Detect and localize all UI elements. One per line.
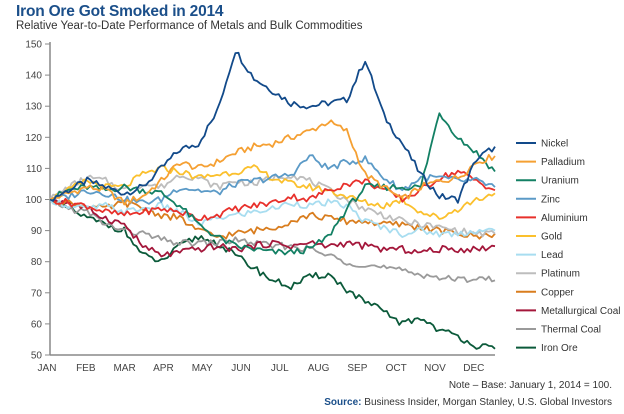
y-tick-label: 60 <box>31 319 43 330</box>
legend-item: Thermal Coal <box>516 325 601 336</box>
legend-item: Zinc <box>516 194 560 205</box>
base-note: Note – Base: January 1, 2014 = 100. <box>448 380 612 391</box>
y-tick-label: 130 <box>25 102 42 113</box>
source-text: Business Insider, Morgan Stanley, U.S. G… <box>361 397 612 408</box>
x-tick-label: MAY <box>192 363 213 374</box>
legend-label: Platinum <box>541 269 580 280</box>
legend-item: Platinum <box>516 269 580 280</box>
series-lines <box>49 51 496 350</box>
x-tick-label: JAN <box>38 363 57 374</box>
legend-item: Aluminium <box>516 213 588 224</box>
legend-item: Palladium <box>516 157 585 168</box>
x-tick-label: JUL <box>271 363 289 374</box>
legend-label: Aluminium <box>541 213 588 224</box>
x-tick-label: OCT <box>386 363 407 374</box>
legend-label: Lead <box>541 250 563 261</box>
series-line-copper <box>49 198 496 240</box>
series-line-uranium <box>49 112 496 256</box>
legend-label: Thermal Coal <box>541 325 601 336</box>
series-line-metallurgical-coal <box>49 198 496 258</box>
y-tick-label: 120 <box>25 133 42 144</box>
legend-label: Palladium <box>541 157 585 168</box>
legend-label: Uranium <box>541 176 579 187</box>
legend-item: Metallurgical Coal <box>516 306 620 317</box>
legend-label: Iron Ore <box>541 343 578 354</box>
x-tick-label: MAR <box>113 363 135 374</box>
legend-item: Nickel <box>516 139 568 150</box>
legend-label: Zinc <box>541 194 560 205</box>
x-tick-label: FEB <box>76 363 96 374</box>
y-tick-label: 100 <box>25 195 42 206</box>
series-line-thermal-coal <box>49 196 496 283</box>
source-label: Source: <box>324 397 362 408</box>
chart-subtitle: Relative Year-to-Date Performance of Met… <box>16 20 363 32</box>
x-tick-label: DEC <box>463 363 484 374</box>
y-tick-label: 70 <box>31 288 43 299</box>
source-note: Source: Business Insider, Morgan Stanley… <box>324 397 612 408</box>
series-line-zinc <box>49 154 496 205</box>
legend-label: Metallurgical Coal <box>541 306 620 317</box>
y-tick-label: 110 <box>26 164 42 175</box>
series-line-palladium <box>49 119 496 206</box>
x-tick-label: NOV <box>424 363 446 374</box>
series-line-nickel <box>49 51 496 204</box>
y-tick-label: 90 <box>31 226 43 237</box>
legend-item: Copper <box>516 287 574 298</box>
y-tick-label: 80 <box>31 257 43 268</box>
x-tick-label: AUG <box>308 363 330 374</box>
legend-item: Iron Ore <box>516 343 578 354</box>
chart-title: Iron Ore Got Smoked in 2014 <box>16 3 224 20</box>
y-tick-label: 140 <box>25 71 42 82</box>
series-line-iron-ore <box>49 198 496 350</box>
x-tick-label: APR <box>153 363 174 374</box>
y-tick-label: 50 <box>31 351 43 362</box>
legend-label: Copper <box>541 287 574 298</box>
legend: Nickel Palladium Uranium Zinc Aluminium Gold L… <box>516 139 620 354</box>
y-tick-label: 150 <box>25 40 42 51</box>
x-tick-label: SEP <box>347 363 367 374</box>
legend-label: Gold <box>541 232 562 243</box>
legend-item: Uranium <box>516 176 579 187</box>
legend-item: Gold <box>516 232 562 243</box>
legend-label: Nickel <box>541 139 568 150</box>
legend-item: Lead <box>516 250 563 261</box>
axes: 50 60 70 80 90 100 110 120 130 140 150 JAN FEB MAR APR… <box>25 40 495 374</box>
x-tick-label: JUN <box>231 363 250 374</box>
